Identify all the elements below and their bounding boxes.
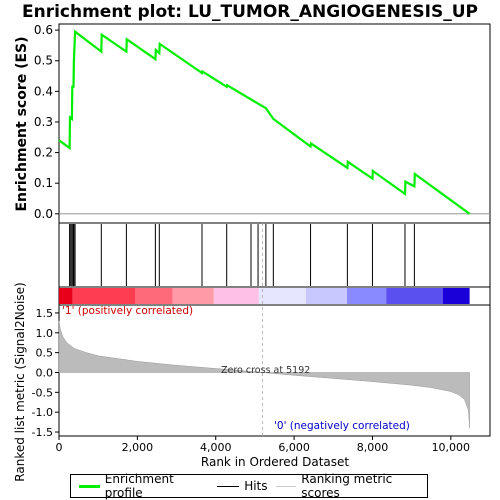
legend-swatch-profile	[79, 484, 100, 488]
x-axis-label: Rank in Ordered Dataset	[201, 455, 349, 469]
colorbar-segment	[386, 288, 443, 304]
colorbar-segment	[72, 288, 136, 304]
es-tick-label: 0.2	[34, 146, 53, 160]
enrichment-profile-line	[58, 29, 471, 215]
chart-title: Enrichment plot: LU_TUMOR_ANGIOGENESIS_U…	[22, 2, 478, 22]
colorbar-segment	[135, 288, 173, 304]
es-y-axis: 0.0 0.1 0.2 0.3 0.4 0.5 0.6	[34, 23, 59, 221]
metric-y-axis: -1.5 -1.0 -0.5 0.0 0.5 1.0 1.5	[32, 307, 59, 439]
es-panel-frame	[58, 23, 491, 224]
hits-panel-frame	[58, 222, 491, 288]
colorbar-segment	[258, 288, 306, 304]
legend-swatch-hits	[217, 485, 240, 487]
metric-y-label: Ranked list metric (Signal2Noise)	[13, 282, 27, 481]
colorbar-segment	[213, 288, 259, 304]
metric-tick-label: -0.5	[32, 386, 53, 399]
es-tick-label: 0.3	[34, 115, 53, 129]
es-tick-label: 0.5	[34, 54, 53, 68]
enrichment-profile-path	[58, 29, 471, 215]
metric-tick-label: 0.5	[36, 347, 54, 360]
metric-tick-label: -1.0	[32, 406, 53, 419]
x-tick-label: 10,000	[432, 441, 471, 454]
x-tick-label: 6,000	[278, 441, 310, 454]
ranking-metric-area	[58, 223, 470, 436]
colorbar-segment	[172, 288, 214, 304]
es-y-label: Enrichment score (ES)	[14, 36, 30, 211]
rank-colorbar	[59, 288, 470, 304]
colorbar-segment	[59, 288, 73, 304]
metric-tick-label: -1.5	[32, 426, 53, 439]
x-tick-label: 0	[56, 441, 63, 454]
legend-label-hits: Hits	[244, 479, 268, 493]
metric-tick-label: 0.0	[36, 366, 54, 379]
x-tick-label: 2,000	[122, 441, 154, 454]
colorbar-segment	[442, 288, 470, 304]
es-tick-label: 0.6	[34, 23, 53, 37]
x-tick-label: 8,000	[357, 441, 389, 454]
metric-area	[58, 320, 470, 429]
hits-marks	[69, 224, 415, 286]
legend-item-hits: Hits	[217, 479, 268, 493]
colorbar-segment	[346, 288, 387, 304]
positive-annotation: '1' (positively correlated)	[62, 305, 193, 317]
x-axis: 0 2,000 4,000 6,000 8,000 10,000	[56, 436, 471, 454]
legend-swatch-metric	[275, 485, 297, 487]
legend-label-profile: Enrichment profile	[104, 472, 174, 500]
colorbar-segment	[305, 288, 347, 304]
legend-item-metric: Ranking metric scores	[275, 472, 427, 500]
es-tick-label: 0.4	[34, 84, 53, 98]
metric-tick-label: 1.0	[36, 327, 54, 340]
metric-tick-label: 1.5	[36, 307, 54, 320]
legend: Enrichment profile Hits Ranking metric s…	[70, 472, 428, 500]
negative-annotation: '0' (negatively correlated)	[274, 420, 410, 432]
legend-item-profile: Enrichment profile	[79, 472, 209, 500]
x-tick-label: 4,000	[200, 441, 232, 454]
legend-label-metric: Ranking metric scores	[301, 472, 393, 500]
es-tick-label: 0.0	[34, 207, 53, 221]
es-tick-label: 0.1	[34, 176, 53, 190]
zero-cross-annotation: Zero cross at 5192	[221, 365, 310, 376]
